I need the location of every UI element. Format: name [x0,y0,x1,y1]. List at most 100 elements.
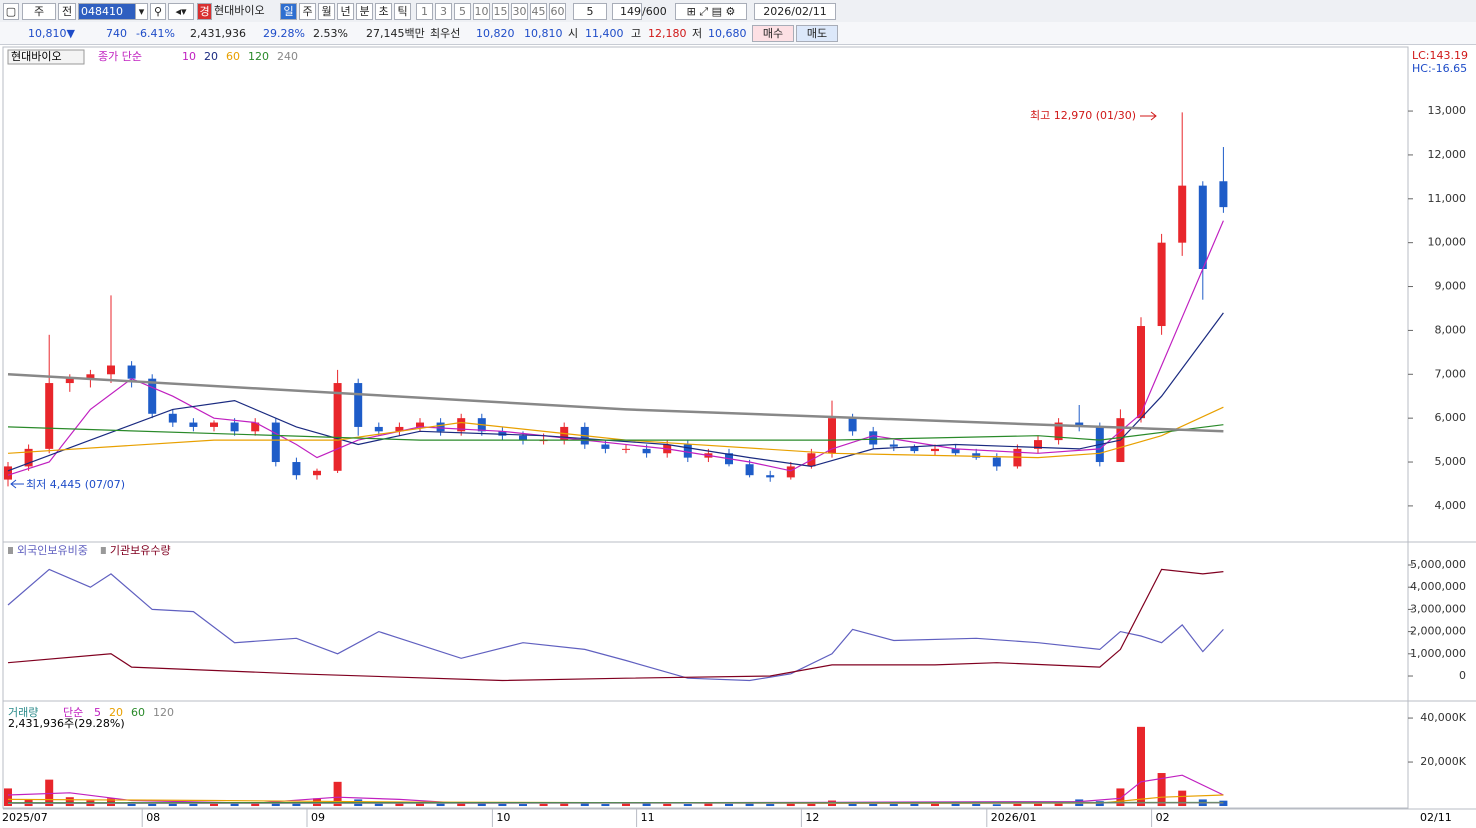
y-tick-label: 0 [1459,669,1466,682]
candle-body [869,431,878,445]
minute-button[interactable]: 3 [435,3,452,20]
chart-title: 현대바이오 [11,50,62,63]
period-button[interactable]: 분 [356,3,373,20]
candle-body [1157,242,1166,327]
legend-entry: 60 [226,50,240,63]
candle-body [745,464,754,476]
open: 11,400 [585,27,624,40]
volume-bar [436,803,445,807]
volume-bar [230,802,239,807]
candle-body [354,383,363,427]
x-tick-label: 10 [496,811,510,824]
minute-button[interactable]: 45 [530,3,547,20]
x-tick-label: 08 [146,811,160,824]
volume-bar [395,803,404,807]
volume-bar [4,788,12,807]
minute-button[interactable]: 15 [492,3,509,20]
period-button[interactable]: 월 [318,3,335,20]
legend-entry: 기관보유수량 [110,544,171,557]
shown-count[interactable]: 149 [612,3,642,20]
tool-icons[interactable]: ⊞ ⤢ ▤ ⚙ [675,3,747,20]
candle-body [189,422,198,427]
volume-bar [580,803,589,807]
volume-bar [1116,788,1125,807]
amount: 27,145백만 [366,27,425,40]
candle-body [848,418,857,432]
rate: -6.41% [136,27,175,40]
candle-body [766,475,775,478]
market-select[interactable]: 주 [22,3,56,20]
volume-bar [148,802,157,807]
volume-bar [374,802,383,807]
candle-body [24,448,33,467]
period-button[interactable]: 초 [375,3,392,20]
candle-body [292,462,301,476]
candle-body [45,383,54,449]
sell-button[interactable]: 매도 [796,25,838,42]
prev-button[interactable]: 전 [58,3,76,20]
minute-button[interactable]: 5 [454,3,471,20]
volume-bar [189,803,198,807]
y-tick-label: 5,000 [1435,455,1467,468]
candle-body [931,448,939,452]
volume-bar [333,781,342,807]
count-select[interactable]: 5 [573,3,607,20]
volume-bar [725,803,733,807]
buy-button[interactable]: 매수 [752,25,794,42]
volume-bar [560,803,569,807]
legend-label: 단순 [63,706,83,719]
y-tick-label: 4,000,000 [1410,580,1466,593]
candle-body [251,422,260,432]
period-button[interactable]: 년 [337,3,354,20]
volume-bar [683,804,692,807]
legend-entry: 60 [131,706,145,719]
minute-button[interactable]: 30 [511,3,528,20]
legend-box [7,49,85,65]
best-label: 최우선 [430,27,461,40]
period-button[interactable]: 틱 [394,3,411,20]
ma-line [7,568,1224,682]
y-tick-label: 10,000 [1428,236,1467,249]
volume-bar [519,804,527,807]
period-button[interactable]: 주 [299,3,316,20]
ask: 10,820 [476,27,515,40]
high-label: 고 [631,27,642,40]
code-dropdown[interactable]: ▾ [135,3,148,20]
search-icon[interactable]: ⚲ [150,3,166,20]
end-date: 02/11 [1420,811,1452,824]
open-label: 시 [568,27,579,40]
legend-label: 종가 단순 [98,50,142,63]
volume: 2,431,936 [190,27,246,40]
price: 10,810▼ [28,27,75,40]
chart: 현대바이오 종가 단순 LC:143.19 HC:-16.65 최고 12,97… [2,46,1476,827]
candle-body [1034,440,1042,449]
toolbar: ▢ 주 전 048410 ▾ ⚲ ◂▾ 경 현대바이오 5 149 /600 ⊞… [0,0,1476,23]
volume-bar [271,802,280,807]
ma-line [7,568,1224,682]
volume-bar [292,802,301,807]
x-tick-label: 02 [1156,811,1170,824]
minute-button[interactable]: 1 [416,3,433,20]
arrow [10,479,24,489]
volume-bar [210,803,218,807]
date-input[interactable]: 2026/02/11 [754,3,836,20]
y-tick-label: 2,000,000 [1410,625,1466,638]
volume-bar [951,803,960,807]
turnover: 29.28% [263,27,305,40]
legend-entry: 외국인보유비중 [17,544,88,557]
volume-bar [168,803,177,807]
code-input[interactable]: 048410 [78,3,136,20]
minute-button[interactable]: 60 [549,3,566,20]
candle-body [972,453,981,458]
menu-icon[interactable]: ▢ [3,3,19,20]
y-tick-label: 4,000 [1435,499,1467,512]
minute-button[interactable]: 10 [473,3,490,20]
candle-body [457,418,466,432]
period-button[interactable]: 일 [280,3,297,20]
volume-bar [498,803,507,807]
candle-body [519,435,527,441]
sound-icon[interactable]: ◂▾ [168,3,194,20]
low: 10,680 [708,27,747,40]
volume-bar [931,803,939,807]
